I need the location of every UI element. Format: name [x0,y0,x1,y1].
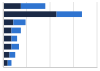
axis-line [4,67,98,68]
bar [8,60,12,66]
bar [11,28,20,34]
plot [3,2,98,68]
x-axis [4,67,98,69]
bar [3,11,57,17]
bars [3,3,82,66]
y-axis [3,3,5,68]
bar [13,19,25,25]
bar [11,44,19,50]
bar [10,52,16,58]
grid [3,2,97,67]
bar [21,3,45,9]
chart [0,0,100,71]
bar [3,19,13,25]
bar [3,3,21,9]
bar [57,11,82,17]
grid-line [97,2,98,67]
axis-line [3,3,4,68]
bar [3,36,11,42]
grid-line [3,2,4,67]
bar [3,28,11,34]
bar [3,44,11,50]
bar [11,36,17,42]
